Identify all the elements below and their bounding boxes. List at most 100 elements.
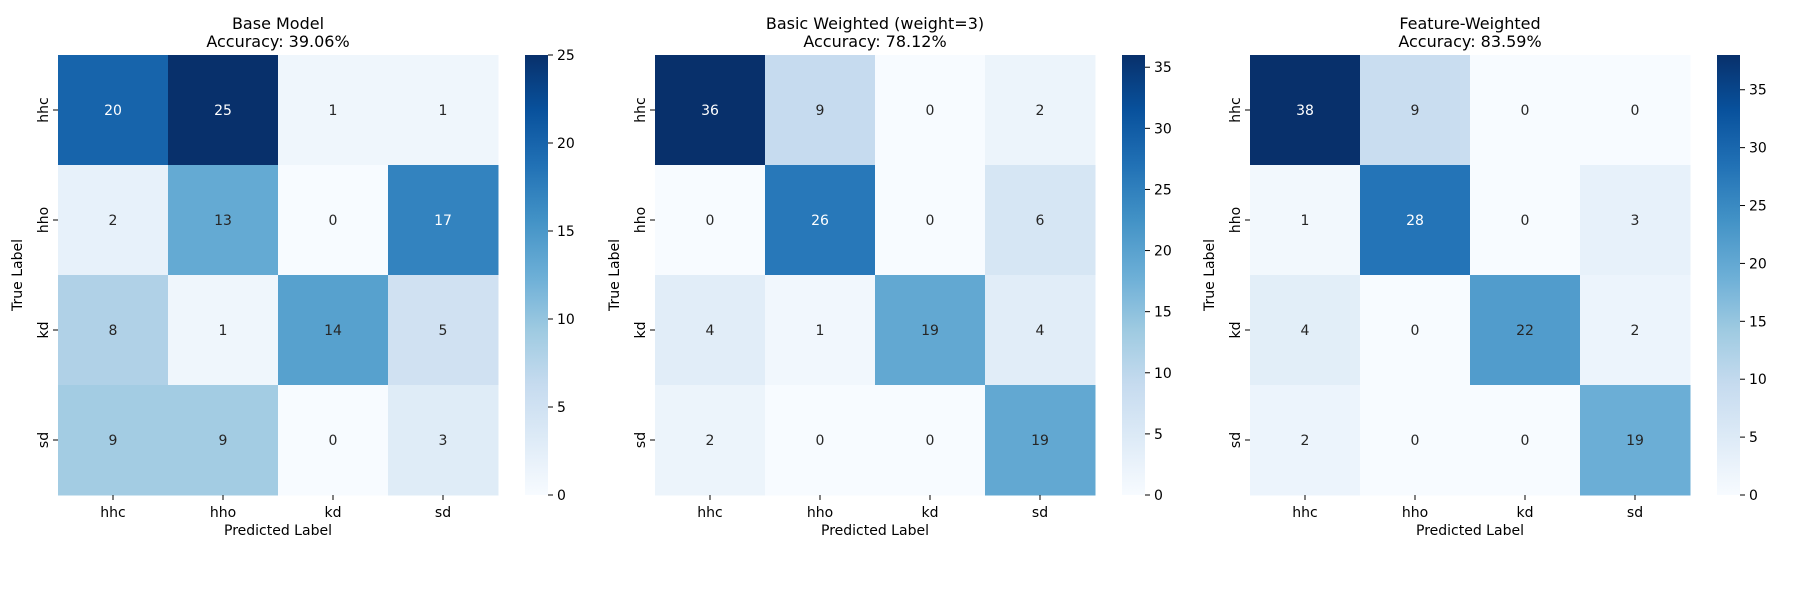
y-tick-label: hhc	[1228, 97, 1244, 122]
heatmap-cell	[875, 55, 986, 166]
heatmap-cell	[765, 385, 876, 496]
heatmap-cell	[278, 55, 389, 166]
x-tick-label: sd	[1627, 505, 1643, 521]
heatmap-cell	[875, 275, 986, 386]
heatmap-cell	[58, 55, 169, 166]
cell-value-label: 3	[1631, 213, 1640, 229]
heatmap-cell	[278, 385, 389, 496]
cell-value-label: 19	[921, 323, 939, 339]
x-tick-label: kd	[922, 505, 939, 521]
y-tick-label: hho	[1228, 207, 1244, 233]
colorbar-tick-label: 5	[1749, 430, 1758, 446]
cell-value-label: 0	[329, 213, 338, 229]
heatmap-cell	[278, 165, 389, 276]
colorbar-tick-label: 20	[557, 136, 575, 152]
colorbar-tick-label: 10	[557, 312, 575, 328]
heatmap-cell	[1360, 165, 1471, 276]
x-tick-label: kd	[1517, 505, 1534, 521]
heatmap-cell	[985, 275, 1096, 386]
x-tick-label: hhc	[100, 505, 125, 521]
cell-value-label: 6	[1036, 213, 1045, 229]
cell-value-label: 0	[329, 433, 338, 449]
cell-value-label: 8	[109, 323, 118, 339]
y-axis-label: True Label	[607, 239, 623, 312]
y-tick-label: sd	[1228, 432, 1244, 448]
cell-value-label: 2	[1301, 433, 1310, 449]
cell-value-label: 22	[1516, 323, 1534, 339]
cell-value-label: 0	[926, 213, 935, 229]
heatmap-cell	[985, 55, 1096, 166]
cell-value-label: 0	[1411, 323, 1420, 339]
cell-value-label: 1	[816, 323, 825, 339]
heatmap-cell	[765, 165, 876, 276]
colorbar-tick-label: 30	[1154, 121, 1172, 137]
cell-value-label: 26	[811, 213, 829, 229]
y-tick-label: hhc	[633, 97, 649, 122]
heatmap-cell	[1470, 165, 1581, 276]
colorbar-tick-label: 20	[1749, 256, 1767, 272]
heatmap-cell	[168, 165, 279, 276]
cell-value-label: 0	[1521, 103, 1530, 119]
cell-value-label: 4	[706, 323, 715, 339]
heatmap-cell	[1360, 275, 1471, 386]
cell-value-label: 17	[434, 213, 452, 229]
heatmap-cell	[655, 165, 766, 276]
heatmap-cell	[765, 275, 876, 386]
heatmap-cell	[1250, 165, 1361, 276]
heatmap-cell	[168, 55, 279, 166]
y-tick-label: hho	[36, 207, 52, 233]
colorbar	[1717, 55, 1740, 495]
y-tick-label: kd	[1228, 322, 1244, 339]
x-axis-label: Predicted Label	[224, 523, 332, 539]
cell-value-label: 4	[1036, 323, 1045, 339]
colorbar-tick-label: 5	[1154, 427, 1163, 443]
heatmap-cell	[1250, 275, 1361, 386]
cell-value-label: 0	[1521, 213, 1530, 229]
heatmap-cell	[875, 165, 986, 276]
panel-title: Base Model	[232, 14, 324, 33]
x-tick-label: sd	[1032, 505, 1048, 521]
cell-value-label: 2	[109, 213, 118, 229]
colorbar-tick-label: 5	[557, 400, 566, 416]
heatmap-cell	[1250, 55, 1361, 166]
cell-value-label: 9	[219, 433, 228, 449]
x-tick-label: hho	[1402, 505, 1428, 521]
x-tick-label: hhc	[1292, 505, 1317, 521]
colorbar	[1122, 55, 1145, 495]
cell-value-label: 2	[1631, 323, 1640, 339]
cell-value-label: 9	[109, 433, 118, 449]
cell-value-label: 9	[816, 103, 825, 119]
y-tick-label: sd	[36, 432, 52, 448]
y-tick-label: hhc	[36, 97, 52, 122]
heatmap-cell	[1470, 275, 1581, 386]
colorbar-tick-label: 10	[1154, 366, 1172, 382]
colorbar-tick-label: 10	[1749, 372, 1767, 388]
colorbar-tick-label: 25	[1154, 182, 1172, 198]
heatmap-cell	[388, 385, 499, 496]
cell-value-label: 0	[706, 213, 715, 229]
x-tick-label: hho	[807, 505, 833, 521]
colorbar-tick-label: 25	[557, 48, 575, 64]
heatmap-cell	[1250, 385, 1361, 496]
cell-value-label: 2	[1036, 103, 1045, 119]
heatmap-cell	[58, 385, 169, 496]
cell-value-label: 0	[1521, 433, 1530, 449]
y-tick-label: hho	[633, 207, 649, 233]
heatmap-cell	[58, 165, 169, 276]
cell-value-label: 0	[1411, 433, 1420, 449]
heatmap-cell	[655, 275, 766, 386]
heatmap-cell	[388, 165, 499, 276]
heatmap-cell	[1580, 385, 1691, 496]
heatmap-cell	[1360, 385, 1471, 496]
panel-title: Feature-Weighted	[1399, 14, 1540, 33]
colorbar-tick-label: 30	[1749, 141, 1767, 157]
panel-subtitle: Accuracy: 78.12%	[803, 32, 946, 51]
heatmap-cell	[765, 55, 876, 166]
cell-value-label: 28	[1406, 213, 1424, 229]
cell-value-label: 19	[1031, 433, 1049, 449]
cell-value-label: 20	[104, 103, 122, 119]
cell-value-label: 25	[214, 103, 232, 119]
cell-value-label: 36	[701, 103, 719, 119]
